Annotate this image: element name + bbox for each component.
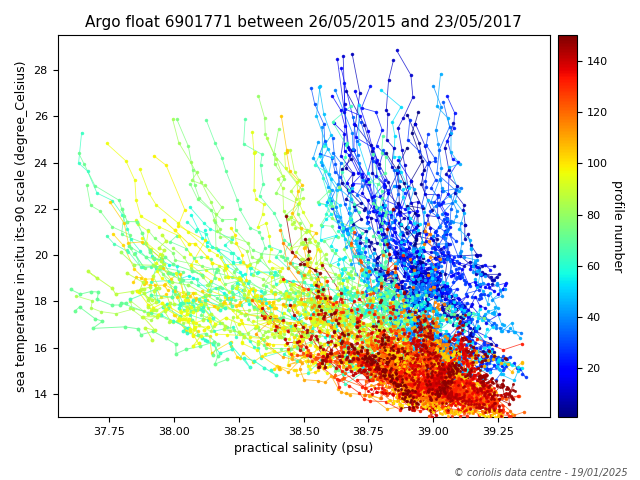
Y-axis label: profile number: profile number — [611, 180, 624, 272]
Y-axis label: sea temperature in-situ its-90 scale (degree_Celsius): sea temperature in-situ its-90 scale (de… — [15, 60, 28, 392]
Title: Argo float 6901771 between 26/05/2015 and 23/05/2017: Argo float 6901771 between 26/05/2015 an… — [85, 15, 522, 30]
X-axis label: practical salinity (psu): practical salinity (psu) — [234, 443, 373, 456]
Text: © coriolis data centre - 19/01/2025: © coriolis data centre - 19/01/2025 — [454, 468, 627, 478]
